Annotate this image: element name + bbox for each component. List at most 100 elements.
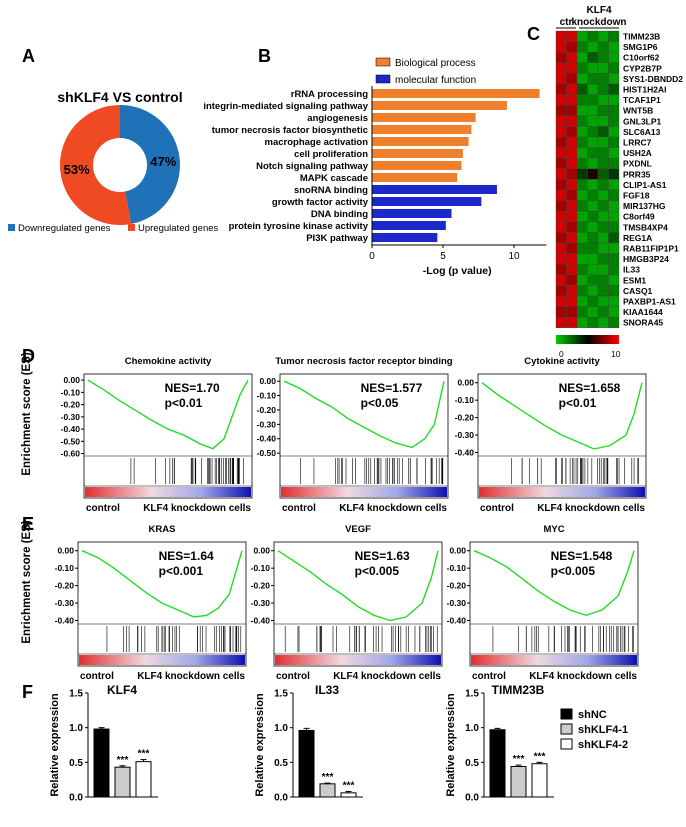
y-tick-label: -0.20 bbox=[55, 581, 75, 591]
bar bbox=[372, 221, 446, 230]
y-tick-label: -0.40 bbox=[55, 616, 75, 626]
heatmap-cell bbox=[555, 210, 567, 222]
pie-slice-label: 47% bbox=[150, 154, 176, 169]
enrichment-curve bbox=[473, 550, 635, 617]
heatmap-cell bbox=[608, 295, 620, 307]
heatmap-cell bbox=[597, 274, 609, 286]
heatmap-cell bbox=[566, 83, 578, 95]
plot-frame bbox=[279, 373, 449, 499]
heatmap-cell bbox=[587, 83, 599, 95]
rank-strip bbox=[275, 655, 441, 665]
category-label: DNA binding bbox=[311, 209, 368, 220]
x-tick-label: 10 bbox=[508, 251, 520, 262]
column-group-label: KLF4 bbox=[587, 5, 612, 16]
heatmap-cell bbox=[576, 157, 588, 169]
nes-value: NES=1.577 bbox=[361, 381, 423, 395]
heatmap-cell bbox=[555, 126, 567, 138]
y-tick-label: -0.10 bbox=[455, 395, 475, 405]
bar bbox=[372, 209, 452, 218]
heatmap-cell bbox=[597, 306, 609, 318]
y-tick-label: -0.30 bbox=[257, 419, 277, 429]
significance-stars: *** bbox=[322, 772, 334, 783]
y-tick-label: -0.30 bbox=[61, 412, 81, 422]
y-axis-label: Enrichment score (ES) bbox=[21, 520, 33, 644]
heatmap-cell bbox=[576, 168, 588, 180]
plot-frame bbox=[83, 373, 253, 499]
panel-e-gsea-plots: Enrichment score (ES) KRAS 0.00 -0.10 -0.20 -… bbox=[21, 520, 639, 682]
bar bbox=[372, 101, 507, 110]
panel-label-e: E bbox=[22, 514, 34, 534]
bar bbox=[489, 729, 506, 798]
heatmap-cell bbox=[576, 274, 588, 286]
heatmap-cell bbox=[566, 221, 578, 233]
legend-swatch bbox=[128, 224, 135, 231]
heatmap-cell bbox=[566, 157, 578, 169]
heatmap-cell bbox=[576, 264, 588, 276]
significance-stars: *** bbox=[513, 754, 525, 765]
bar bbox=[372, 197, 482, 206]
heatmap-cell bbox=[597, 147, 609, 159]
heatmap-cell bbox=[576, 94, 588, 106]
heatmap-cell bbox=[555, 253, 567, 265]
heatmap-cell bbox=[576, 317, 588, 329]
heatmap-cell bbox=[566, 126, 578, 138]
panel-label-b: B bbox=[258, 46, 271, 66]
category-label: protein tyrosine kinase activity bbox=[229, 221, 369, 232]
gene-label: HMGB3P24 bbox=[623, 254, 669, 264]
bar bbox=[93, 728, 110, 798]
category-label: Notch signaling pathway bbox=[256, 161, 369, 172]
y-tick-label: -0.40 bbox=[455, 448, 475, 458]
heatmap-cell bbox=[566, 147, 578, 159]
y-tick-label: -0.30 bbox=[447, 598, 467, 608]
category-label: PI3K pathway bbox=[306, 233, 368, 244]
y-tick-label: 1.0 bbox=[274, 723, 288, 734]
heatmap-cell bbox=[587, 210, 599, 222]
gene-label: REG1A bbox=[623, 233, 652, 243]
heatmap-cell bbox=[608, 83, 620, 95]
panel-label-f: F bbox=[22, 682, 33, 702]
significance-stars: *** bbox=[534, 751, 546, 762]
heatmap-cell bbox=[576, 147, 588, 159]
heatmap-cell bbox=[608, 147, 620, 159]
heatmap-cell bbox=[597, 83, 609, 95]
gene-label: C10orf62 bbox=[623, 53, 660, 63]
heatmap-cell bbox=[597, 179, 609, 191]
nes-value: NES=1.64 bbox=[159, 549, 214, 563]
y-tick-label: 0.5 bbox=[69, 758, 83, 769]
bar bbox=[531, 763, 548, 798]
heatmap-cell bbox=[555, 264, 567, 276]
heatmap-cell bbox=[608, 210, 620, 222]
x-axis-label: -Log (p value) bbox=[423, 265, 492, 277]
rank-strip bbox=[479, 487, 645, 497]
rank-strip bbox=[79, 655, 245, 665]
heatmap-cell bbox=[566, 295, 578, 307]
heatmap-cell bbox=[576, 179, 588, 191]
heatmap-cell bbox=[597, 168, 609, 180]
significance-stars: *** bbox=[138, 749, 150, 760]
heatmap-cell bbox=[566, 306, 578, 318]
gene-label: IL33 bbox=[623, 265, 640, 275]
heatmap-cell bbox=[597, 317, 609, 329]
significance-stars: *** bbox=[117, 755, 129, 766]
heatmap-cell bbox=[566, 168, 578, 180]
plot-title: IL33 bbox=[315, 683, 339, 697]
y-tick-label: -0.20 bbox=[455, 413, 475, 423]
gene-label: PAXBP1-AS1 bbox=[623, 297, 676, 307]
heatmap-cell bbox=[587, 306, 599, 318]
legend-label: molecular function bbox=[395, 75, 476, 86]
gene-label: GNL3LP1 bbox=[623, 116, 662, 126]
heatmap-cell bbox=[597, 242, 609, 254]
heatmap-cell bbox=[587, 168, 599, 180]
bar bbox=[372, 185, 497, 194]
heatmap-cell bbox=[608, 285, 620, 297]
heatmap-cell bbox=[587, 62, 599, 74]
heatmap-cell bbox=[587, 317, 599, 329]
heatmap-cell bbox=[576, 200, 588, 212]
heatmap-cell bbox=[555, 221, 567, 233]
x-tick-label: 5 bbox=[440, 251, 446, 262]
bar bbox=[340, 792, 357, 798]
heatmap-cell bbox=[555, 62, 567, 74]
heatmap-cell bbox=[587, 189, 599, 201]
y-tick-label: 1.5 bbox=[69, 689, 83, 700]
y-tick-label: 0.0 bbox=[274, 793, 288, 804]
